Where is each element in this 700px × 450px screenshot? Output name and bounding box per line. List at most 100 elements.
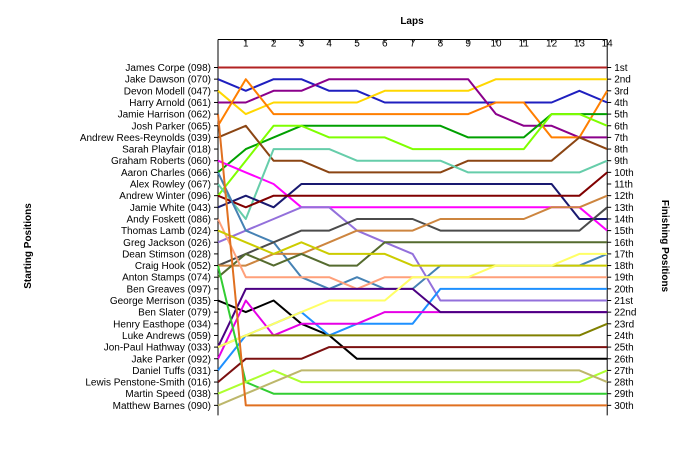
driver-label: Jon-Paul Hathway (033) <box>104 343 211 354</box>
driver-label: Aaron Charles (066) <box>121 168 211 179</box>
series-line <box>217 369 608 395</box>
series-line <box>217 148 608 220</box>
driver-label: Jamie White (043) <box>130 203 211 214</box>
series-line <box>217 322 608 349</box>
finish-label: 4th <box>614 98 628 109</box>
driver-label: Craig Hook (052) <box>135 261 211 272</box>
finish-label: 27th <box>614 366 633 377</box>
finish-label: 8th <box>614 145 628 156</box>
lap-label: 7 <box>410 39 416 50</box>
series-line <box>217 299 608 360</box>
lap-label: 4 <box>326 39 332 50</box>
driver-label: Greg Jackson (026) <box>123 238 211 249</box>
driver-label: George Merrison (035) <box>110 296 211 307</box>
series-line <box>217 78 608 116</box>
finish-label: 25th <box>614 343 633 354</box>
driver-label: Ben Slater (079) <box>138 308 211 319</box>
series-line <box>217 287 608 348</box>
finish-label: 19th <box>614 273 633 284</box>
finish-label: 21st <box>614 296 633 307</box>
driver-label: Sarah Playfair (018) <box>122 145 211 156</box>
series-lines <box>217 66 609 407</box>
lap-label: 5 <box>354 39 360 50</box>
lap-label: 6 <box>382 39 388 50</box>
lap-label: 10 <box>490 39 502 50</box>
series-line <box>217 113 608 197</box>
series-line <box>217 229 608 267</box>
driver-label: Thomas Lamb (024) <box>121 226 211 237</box>
driver-label: Anton Stamps (074) <box>122 273 211 284</box>
series-line <box>217 252 608 349</box>
finishing-position-labels: 1st2nd3rd4th5th6th7th8th9th10th11th12th1… <box>614 63 636 412</box>
driver-label: Dean Stimson (028) <box>122 249 211 260</box>
lap-label: 3 <box>299 39 305 50</box>
series-line <box>217 171 608 209</box>
series-line <box>217 183 608 220</box>
series-line <box>217 241 608 278</box>
driver-label: Henry Easthope (034) <box>113 319 211 330</box>
lap-label: 13 <box>574 39 586 50</box>
lap-label: 2 <box>271 39 277 50</box>
finish-label: 13th <box>614 203 633 214</box>
driver-label: Jake Parker (092) <box>132 354 211 365</box>
finish-label: 30th <box>614 401 633 412</box>
driver-label: Harry Arnold (061) <box>129 98 211 109</box>
series-line <box>217 299 608 360</box>
series-line <box>217 369 608 407</box>
right-axis-title: Finishing Positions <box>659 200 670 293</box>
finish-label: 20th <box>614 284 633 295</box>
finish-label: 14th <box>614 214 633 225</box>
driver-label: Daniel Tuffs (031) <box>132 366 211 377</box>
driver-label: Andy Foskett (086) <box>127 214 211 225</box>
starting-position-labels: James Corpe (098)Jake Dawson (070)Devon … <box>80 63 211 412</box>
series-line <box>218 78 608 139</box>
finish-label: 17th <box>614 249 633 260</box>
series-line <box>217 124 608 174</box>
driver-label: Ben Greaves (097) <box>127 284 212 295</box>
series-line <box>217 78 608 104</box>
finish-label: 11th <box>614 180 633 191</box>
series-line <box>217 159 608 232</box>
series-line <box>217 265 608 395</box>
driver-label: Matthew Barnes (090) <box>113 401 211 412</box>
series-line <box>217 346 608 383</box>
lap-label: 14 <box>602 39 614 50</box>
finish-label: 26th <box>614 354 633 365</box>
driver-label: Martin Speed (038) <box>125 389 211 400</box>
finish-label: 29th <box>614 389 633 400</box>
driver-label: Alex Rowley (067) <box>130 180 211 191</box>
left-axis-title: Starting Positions <box>23 203 34 289</box>
lap-label: 8 <box>438 39 444 50</box>
finish-label: 6th <box>614 121 628 132</box>
series-line <box>218 194 608 267</box>
finish-label: 2nd <box>614 75 631 86</box>
driver-label: Andrew Winter (096) <box>119 191 211 202</box>
driver-label: Graham Roberts (060) <box>111 156 211 167</box>
driver-label: James Corpe (098) <box>125 63 211 74</box>
driver-label: Josh Parker (065) <box>132 121 211 132</box>
lap-labels: 1 2 3 4 5 6 7 8 9 10 11 12 13 14 <box>243 39 613 50</box>
finish-label: 12th <box>614 191 633 202</box>
lap-label: 11 <box>519 39 530 50</box>
finish-label: 18th <box>614 261 633 272</box>
finish-label: 28th <box>614 378 633 389</box>
finish-label: 16th <box>614 238 633 249</box>
finish-label: 22nd <box>614 308 636 319</box>
driver-label: Jamie Harrison (062) <box>118 110 211 121</box>
finish-label: 1st <box>614 63 628 74</box>
finish-label: 3rd <box>614 86 628 97</box>
driver-label: Andrew Rees-Reynolds (039) <box>80 133 211 144</box>
driver-label: Jake Dawson (070) <box>125 75 211 86</box>
lap-label: 12 <box>546 39 558 50</box>
series-line <box>217 78 609 139</box>
series-line <box>217 114 608 407</box>
lap-label: 9 <box>465 39 471 50</box>
top-axis-title: Laps <box>400 16 424 27</box>
axis-ticks <box>214 39 612 406</box>
finish-label: 10th <box>614 168 633 179</box>
finish-label: 24th <box>614 331 633 342</box>
series-line <box>217 206 608 267</box>
lap-label: 1 <box>243 39 249 50</box>
series-line <box>217 113 608 174</box>
